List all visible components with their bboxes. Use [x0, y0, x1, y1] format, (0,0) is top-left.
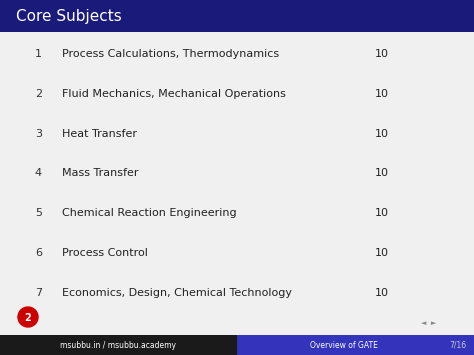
Text: 6: 6 — [35, 248, 42, 258]
Text: 1: 1 — [35, 49, 42, 59]
Bar — [0, 335, 237, 355]
Bar — [0, 0, 474, 32]
Text: 7/16: 7/16 — [449, 340, 466, 350]
Text: Overview of GATE: Overview of GATE — [310, 340, 378, 350]
Text: 10: 10 — [375, 169, 389, 179]
Text: 4: 4 — [35, 169, 42, 179]
Text: Mass Transfer: Mass Transfer — [62, 169, 138, 179]
Text: 5: 5 — [35, 208, 42, 218]
Text: 10: 10 — [375, 288, 389, 298]
Text: 2: 2 — [25, 313, 31, 323]
Text: msubbu.in / msubbu.academy: msubbu.in / msubbu.academy — [61, 340, 176, 350]
Text: 10: 10 — [375, 129, 389, 139]
Text: 10: 10 — [375, 208, 389, 218]
Text: Process Control: Process Control — [62, 248, 148, 258]
Text: Process Calculations, Thermodynamics: Process Calculations, Thermodynamics — [62, 49, 279, 59]
Text: 10: 10 — [375, 49, 389, 59]
Text: 10: 10 — [375, 248, 389, 258]
Text: Chemical Reaction Engineering: Chemical Reaction Engineering — [62, 208, 237, 218]
Text: Heat Transfer: Heat Transfer — [62, 129, 137, 139]
Text: Economics, Design, Chemical Technology: Economics, Design, Chemical Technology — [62, 288, 292, 298]
Text: Fluid Mechanics, Mechanical Operations: Fluid Mechanics, Mechanical Operations — [62, 89, 286, 99]
Text: 2: 2 — [35, 89, 42, 99]
Text: Core Subjects: Core Subjects — [16, 9, 122, 23]
Circle shape — [18, 307, 38, 327]
Text: 7: 7 — [35, 288, 42, 298]
Text: 3: 3 — [35, 129, 42, 139]
Text: ◄  ►: ◄ ► — [421, 320, 437, 326]
Text: 10: 10 — [375, 89, 389, 99]
Bar — [237, 335, 474, 355]
